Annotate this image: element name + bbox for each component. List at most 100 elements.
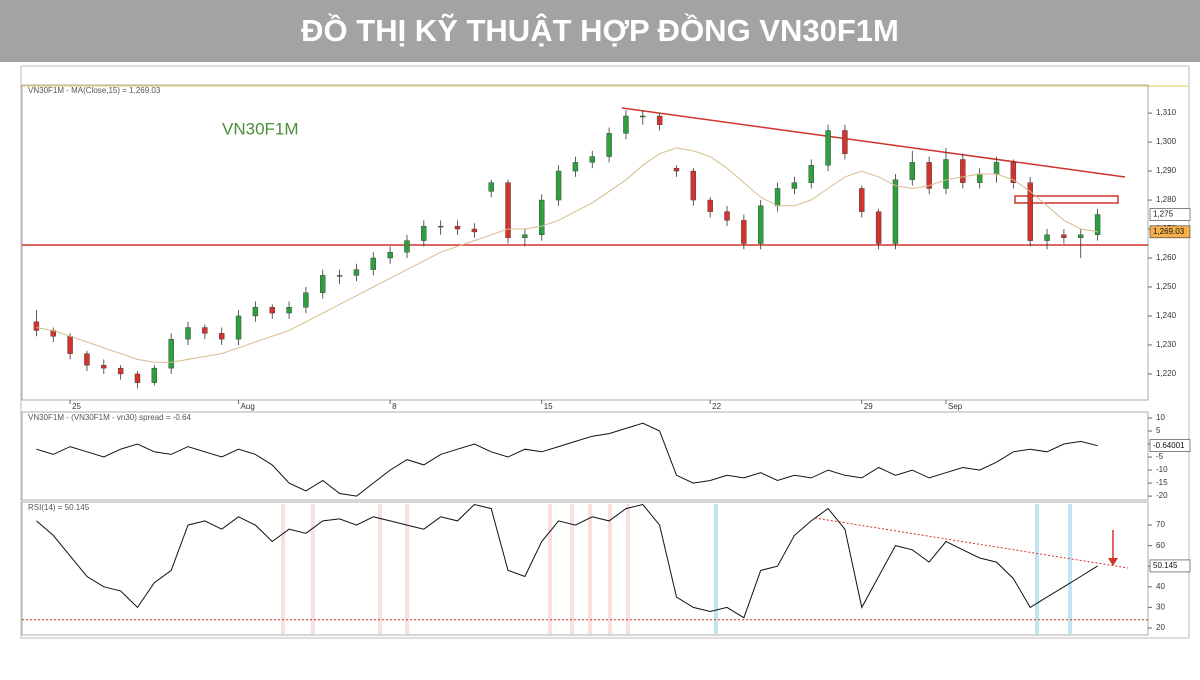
panel-legend: VN30F1M - MA(Close,15) = 1,269.03 [28,86,161,95]
y-tick-label: 40 [1156,582,1165,591]
candle-body [875,211,882,244]
x-tick-label: 8 [392,402,397,411]
candle-body [825,130,831,166]
candle-body [33,321,40,331]
candle-body [471,228,478,233]
y-tick-label: -20 [1156,491,1168,500]
value-tag [1149,559,1191,573]
candle-body [758,205,764,244]
ma-line [36,147,1098,363]
y-tick-label: 70 [1156,520,1165,529]
y-tick-label: 1,280 [1156,195,1177,204]
candle-body [1094,214,1101,236]
overbought-band [405,504,409,634]
candle-body [943,159,949,189]
y-tick-label: 10 [1156,413,1165,422]
candle-body [235,315,242,340]
overbought-band [311,504,315,634]
candle-body [303,292,309,308]
candle-body [67,336,73,354]
y-tick-label: 1,290 [1156,166,1177,175]
candle-body [84,353,90,366]
candle-body [437,225,444,228]
candle-body [404,240,410,253]
panel-legend: VN30F1M - (VN30F1M - vn30) spread = -0.6… [28,413,192,422]
y-tick-label: 30 [1156,603,1165,612]
panel-legend: RSI(14) = 50.145 [28,503,90,512]
rsi-trendline [814,517,1129,569]
candle-body [724,211,730,221]
candle-body [606,133,612,157]
y-tick-label: 1,300 [1156,137,1177,146]
x-tick-label: 25 [72,402,81,411]
candle-body [101,365,107,369]
y-tick-label: 1,240 [1156,311,1177,320]
y-tick-label: -10 [1156,465,1168,474]
y-tick-label: -15 [1156,478,1168,487]
candle-body [387,252,393,259]
panel-frame [21,84,1149,401]
overbought-band [626,504,630,634]
y-tick-label: 1,310 [1156,108,1177,117]
candle-body [808,165,814,183]
indicator-line [36,503,1098,619]
candle-body [656,115,663,125]
candle-body [286,307,292,314]
value-tag-label: 1,269.03 [1153,227,1185,236]
overbought-band [378,504,382,634]
header-bar [0,0,1200,62]
candle-body [976,173,983,183]
resistance-trendline [621,107,1126,178]
candle-body [370,257,376,270]
candle-body [1010,162,1017,183]
candle-body [741,220,747,244]
y-tick-label: 1,230 [1156,340,1177,349]
panel-frame [21,501,1149,636]
y-tick-label: 1,260 [1156,253,1177,262]
candle-body [320,275,326,293]
value-tag-label: -0.64001 [1153,441,1185,450]
candle-body [539,199,545,236]
candle-body [926,162,932,189]
arrow-head [1108,558,1118,566]
candle-body [336,275,343,277]
candle-body [421,225,427,241]
overbought-band [281,504,285,634]
page-title: ĐỒ THỊ KỸ THUẬT HỢP ĐỒNG VN30F1M [301,12,899,48]
candle-body [690,170,697,201]
candle-body [892,179,899,244]
x-tick-label: Sep [948,402,963,411]
candle-body [572,162,579,172]
resistance-zone [1014,195,1119,204]
candle-body [1078,234,1084,238]
indicator-line [36,422,1098,497]
candle-body [269,307,275,314]
candle-body [909,162,915,180]
chart-frame [20,65,1190,639]
rsi-highlights [281,504,1072,634]
candle-body [589,156,595,163]
candle-body [791,182,798,189]
candle-body [993,162,1000,175]
y-tick-label: 1,220 [1156,369,1177,378]
x-tick-label: 29 [864,402,873,411]
candle-body [623,115,629,134]
candle-body [454,225,461,230]
y-tick-label: 5 [1156,426,1161,435]
y-tick-label: 20 [1156,623,1165,632]
overbought-band [608,504,612,634]
oversold-band [714,504,718,634]
candle-body [960,159,966,183]
candle-body [640,115,646,118]
value-tag [1149,439,1191,452]
x-tick-label: Aug [241,402,255,411]
overbought-band [548,504,552,634]
y-tick-label: -5 [1156,452,1164,461]
candle-body [505,182,511,238]
candle-body [488,182,494,192]
candle-body [673,167,680,172]
value-tag-label: 50.145 [1153,561,1178,570]
y-tick-label: 1,250 [1156,282,1177,291]
